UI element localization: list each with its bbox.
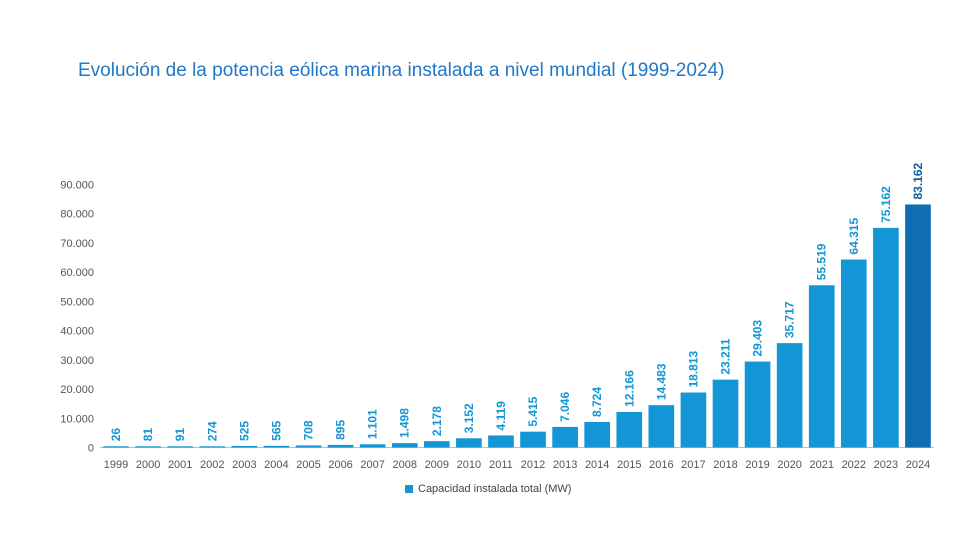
data-label: 23.211 xyxy=(719,338,733,374)
x-tick-label: 2007 xyxy=(360,459,384,471)
data-label: 64.315 xyxy=(847,218,861,255)
data-label: 525 xyxy=(237,421,251,441)
bar xyxy=(520,431,546,448)
x-tick-label: 2005 xyxy=(296,459,320,471)
y-tick-label: 50.000 xyxy=(60,296,94,308)
y-tick-label: 60.000 xyxy=(60,267,94,279)
data-label: 1.498 xyxy=(398,408,412,438)
x-tick-label: 2006 xyxy=(328,459,352,471)
bar xyxy=(873,227,899,448)
y-tick-label: 30.000 xyxy=(60,355,94,367)
data-label: 2.178 xyxy=(430,406,444,436)
x-tick-label: 2010 xyxy=(457,459,481,471)
data-label: 565 xyxy=(269,421,283,441)
bar xyxy=(584,422,611,448)
legend-label: Capacidad instalada total (MW) xyxy=(418,483,572,495)
x-tick-label: 2001 xyxy=(168,459,192,471)
x-tick-label: 2012 xyxy=(521,459,545,471)
data-label: 83.162 xyxy=(911,162,925,199)
data-label: 4.119 xyxy=(494,401,508,431)
x-tick-label: 2000 xyxy=(136,459,160,471)
bar xyxy=(327,444,354,448)
legend: Capacidad instalada total (MW) xyxy=(405,483,571,495)
x-tick-label: 2024 xyxy=(906,459,930,471)
data-label: 14.483 xyxy=(654,363,668,400)
bar xyxy=(391,443,418,448)
data-label: 75.162 xyxy=(879,186,893,223)
x-tick-label: 2003 xyxy=(232,459,256,471)
x-tick-label: 2004 xyxy=(264,459,288,471)
x-tick-label: 2017 xyxy=(681,459,705,471)
x-tick-label: 2013 xyxy=(553,459,577,471)
y-tick-label: 90.000 xyxy=(60,180,94,192)
bar xyxy=(488,435,514,448)
chart-title: Evolución de la potencia eólica marina i… xyxy=(78,60,725,81)
bar xyxy=(808,285,835,448)
bar xyxy=(423,441,450,448)
x-tick-label: 2011 xyxy=(489,459,513,471)
x-tick-label: 2018 xyxy=(713,459,737,471)
y-tick-label: 0 xyxy=(88,443,94,455)
x-tick-label: 2019 xyxy=(745,459,769,471)
bar xyxy=(744,361,771,448)
data-label: 35.717 xyxy=(783,301,797,338)
bar xyxy=(840,259,867,448)
bar xyxy=(295,445,322,448)
bar xyxy=(616,411,643,448)
bar xyxy=(263,445,290,448)
bar xyxy=(680,392,707,448)
y-tick-label: 40.000 xyxy=(60,326,94,338)
data-label: 3.152 xyxy=(462,403,476,433)
bar xyxy=(552,426,578,448)
x-tick-label: 2020 xyxy=(777,459,801,471)
bar xyxy=(648,405,675,448)
y-tick-label: 70.000 xyxy=(60,238,94,250)
data-label: 18.813 xyxy=(686,350,700,387)
legend-swatch xyxy=(405,485,413,493)
data-label: 7.046 xyxy=(558,392,572,422)
x-tick-label: 2008 xyxy=(392,459,416,471)
data-label: 5.415 xyxy=(526,396,540,426)
bar xyxy=(905,204,931,448)
bar xyxy=(199,446,226,448)
data-label: 8.724 xyxy=(590,387,604,417)
data-label: 895 xyxy=(334,420,348,440)
bar xyxy=(359,444,386,448)
x-tick-label: 2002 xyxy=(200,459,224,471)
bar xyxy=(712,379,739,448)
data-label: 1.101 xyxy=(366,409,380,439)
data-label: 708 xyxy=(302,420,316,440)
bar xyxy=(776,343,803,448)
bar xyxy=(103,446,129,448)
y-tick-label: 80.000 xyxy=(60,209,94,221)
data-label: 12.166 xyxy=(622,370,636,407)
bar xyxy=(135,446,161,448)
bar xyxy=(167,446,194,448)
x-tick-label: 2023 xyxy=(874,459,898,471)
x-tick-label: 2014 xyxy=(585,459,609,471)
x-tick-label: 2009 xyxy=(425,459,449,471)
x-tick-label: 1999 xyxy=(104,459,128,471)
bar xyxy=(456,438,482,448)
x-tick-label: 2016 xyxy=(649,459,673,471)
bar xyxy=(231,445,258,448)
data-label: 91 xyxy=(173,428,187,442)
y-tick-label: 20.000 xyxy=(60,384,94,396)
x-tick-label: 2021 xyxy=(809,459,833,471)
y-tick-label: 10.000 xyxy=(60,413,94,425)
x-tick-label: 2015 xyxy=(617,459,641,471)
data-label: 274 xyxy=(205,421,219,441)
data-label: 55.519 xyxy=(815,243,829,280)
data-label: 29.403 xyxy=(751,320,765,357)
data-label: 26 xyxy=(109,428,123,442)
data-label: 81 xyxy=(141,428,155,442)
x-tick-label: 2022 xyxy=(842,459,866,471)
